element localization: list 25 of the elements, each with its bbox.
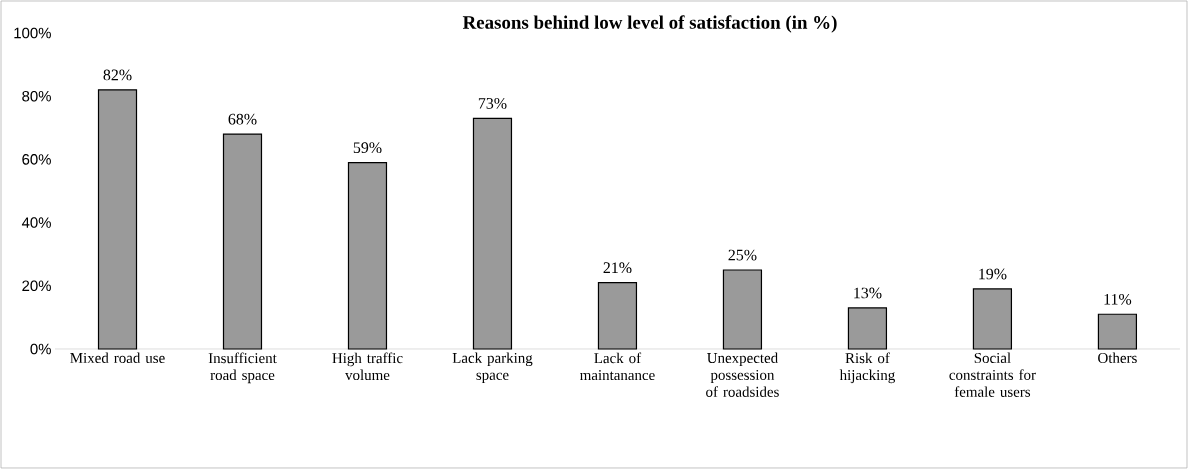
x-tick-label: Lack of maintanance (580, 352, 655, 381)
x-tick-label: Unexpected possession of roadsides (706, 352, 779, 397)
y-tick-label: 40% (21, 217, 51, 228)
data-label: 25% (728, 249, 757, 261)
data-label: 13% (854, 287, 882, 299)
data-label: 11% (1104, 293, 1132, 305)
x-tick-label: Others (1098, 352, 1137, 364)
y-tick-label: 100% (14, 27, 51, 39)
y-tick-label: 60% (22, 154, 51, 165)
data-label: 82% (103, 69, 132, 81)
y-tick-label: 20% (22, 280, 51, 292)
y-tick-label: 0% (30, 343, 51, 355)
x-tick-label: Insufficient road space (208, 352, 277, 384)
x-tick-label: Lack parking space (452, 352, 533, 383)
chart-title: Reasons behind low level of satisfaction (in %) (462, 15, 837, 33)
data-label: 21% (603, 262, 632, 274)
x-tick-label: Mixed road use (70, 352, 165, 364)
x-tick-label: High traffic volume (332, 352, 403, 381)
data-label: 73% (478, 97, 507, 109)
data-label: 59% (353, 142, 382, 154)
y-tick-label: 80% (22, 90, 51, 102)
data-label: 68% (228, 113, 257, 125)
x-tick-label: Risk of hijacking (839, 352, 895, 384)
x-tick-label: Social constraints for female users (949, 352, 1036, 397)
data-label: 19% (979, 268, 1007, 280)
